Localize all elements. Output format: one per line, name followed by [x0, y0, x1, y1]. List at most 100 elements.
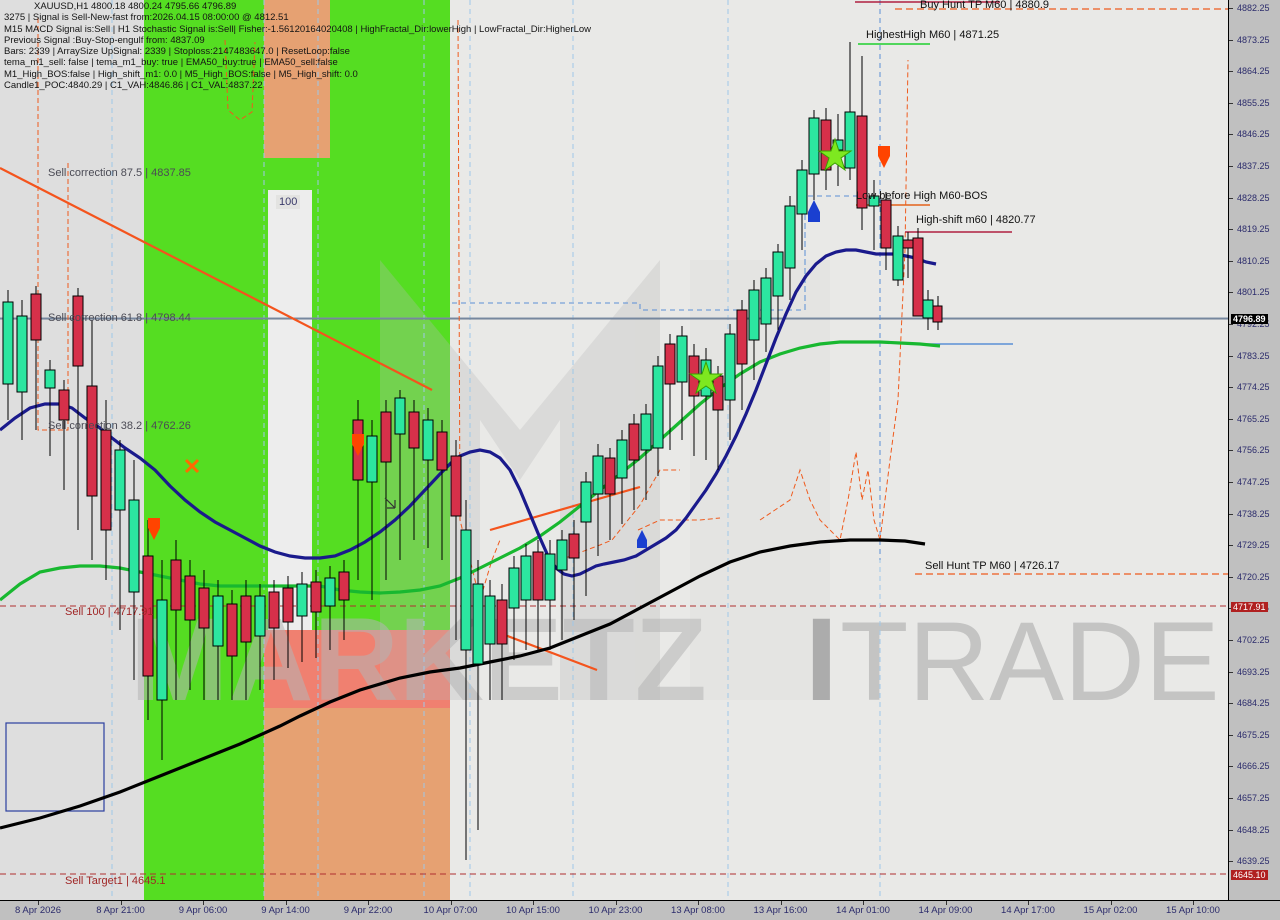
annotation-highest-high: HighestHigh M60 | 4871.25 — [866, 29, 1000, 41]
current-price-label: 4796.89 — [1231, 314, 1268, 324]
time-tick-label: 13 Apr 08:00 — [671, 905, 725, 916]
time-tick — [368, 901, 369, 905]
price-tick-label: 4648.25 — [1237, 824, 1270, 835]
price-tick — [1229, 640, 1233, 641]
price-tick-label: 4756.25 — [1237, 445, 1270, 456]
buy-arrow-up-2 — [637, 530, 647, 548]
price-tick-label: 4801.25 — [1237, 287, 1270, 298]
price-tick — [1229, 39, 1233, 41]
time-tick — [615, 901, 617, 905]
price-tick — [1229, 703, 1233, 705]
price-tick — [1229, 671, 1233, 673]
star-marker-1 — [688, 360, 724, 395]
price-tick-label: 4873.25 — [1237, 34, 1270, 45]
sell-arrow-down-1 — [148, 518, 160, 540]
price-tick-label: 4702.25 — [1237, 635, 1270, 645]
day-separators — [111, 0, 881, 900]
price-tick — [1229, 197, 1233, 199]
time-tick-label: 14 Apr 09:00 — [918, 905, 973, 916]
price-tick-label: 4864.25 — [1237, 66, 1270, 77]
price-axis[interactable]: 4882.25 4873.25 4864.25 4855.25 4846.25 4837.… — [1228, 0, 1280, 900]
price-tick — [1229, 355, 1233, 357]
annotation-sell-corr-875: Sell correction 87.5 | 4837.85 — [48, 167, 191, 179]
chart-plot-area[interactable]: MARKETZ I TRADE — [0, 0, 1228, 900]
price-tick-label: 4657.25 — [1237, 793, 1270, 803]
sell-arrow-down-3 — [878, 146, 890, 168]
price-tick — [1229, 8, 1233, 9]
small-arrow-glyph — [384, 497, 396, 509]
price-tick — [1229, 324, 1233, 325]
header-line-6: M1_High_BOS:false | High_shift_m1: 0.0 |… — [4, 68, 358, 80]
time-axis[interactable]: 8 Apr 2026 8 Apr 21:00 9 Apr 06:00 9 Apr 14… — [0, 900, 1280, 920]
volume-100-label: 100 — [276, 195, 301, 209]
time-tick — [285, 901, 287, 905]
price-tick — [1229, 766, 1233, 768]
header-line-3: Previous Signal :Buy-Stop-engulf from: 4… — [4, 34, 205, 46]
annotation-sell-hunt-tp: Sell Hunt TP M60 | 4726.17 — [925, 560, 1060, 572]
time-tick — [203, 901, 204, 905]
structure-box-blue — [452, 0, 881, 560]
time-tick-label: 10 Apr 23:00 — [588, 905, 643, 916]
cross-marker — [184, 458, 200, 474]
price-tick — [1229, 418, 1233, 420]
header-line-2: M15 MACD Signal is:Sell | H1 Stochastic … — [4, 23, 591, 35]
time-tick-label: 10 Apr 07:00 — [423, 905, 478, 916]
sell-arrow-down-2 — [352, 434, 364, 456]
price-tick-label: 4819.25 — [1237, 224, 1270, 235]
price-tick-label: 4882.25 — [1237, 3, 1270, 13]
zone-green-1 — [144, 0, 264, 900]
time-tick-label: 14 Apr 17:00 — [1001, 905, 1055, 916]
price-tick-label: 4639.25 — [1237, 856, 1270, 867]
price-tick — [1229, 734, 1233, 736]
time-tick-label: 9 Apr 22:00 — [343, 905, 393, 916]
zone-orange-1 — [264, 0, 330, 158]
price-tick-label: 4765.25 — [1237, 413, 1270, 424]
price-tick — [1229, 71, 1233, 73]
price-tick — [1229, 134, 1233, 136]
price-tick-label: 4783.25 — [1237, 350, 1270, 361]
time-tick-label: 15 Apr 10:00 — [1166, 905, 1220, 916]
ema-blue-line — [0, 248, 937, 578]
chart-drawing-layer — [0, 0, 1228, 900]
price-tick — [1229, 450, 1233, 452]
time-tick — [945, 901, 947, 905]
price-tick-label: 4666.25 — [1237, 761, 1270, 772]
time-tick — [780, 901, 782, 905]
time-tick-label: 10 Apr 15:00 — [506, 905, 560, 916]
price-tick-label: 4693.25 — [1237, 666, 1270, 677]
header-line-1: 3275 | Signal is Sell-New-fast from:2026… — [4, 12, 289, 24]
time-tick-label: 14 Apr 01:00 — [836, 905, 890, 916]
zone-red-band — [264, 630, 450, 708]
time-tick-label: 15 Apr 02:00 — [1083, 905, 1138, 916]
time-tick-label: 13 Apr 16:00 — [753, 905, 808, 916]
price-tick — [1229, 102, 1233, 104]
price-tick-label: 4810.25 — [1237, 255, 1270, 266]
time-tick — [863, 901, 864, 905]
time-tick-label: 9 Apr 06:00 — [178, 905, 228, 916]
time-tick — [1028, 901, 1029, 905]
orange-tp-lines — [895, 8, 1228, 575]
zigzag-indicator — [37, 18, 909, 602]
price-tick-label: 4729.25 — [1237, 540, 1270, 551]
time-tick-label: 8 Apr 21:00 — [96, 905, 145, 916]
time-tick-label: 8 Apr 2026 — [15, 905, 61, 916]
info-box-rect — [5, 722, 105, 812]
price-level-4645: 4645.10 — [1231, 870, 1268, 880]
time-tick-label: 9 Apr 14:00 — [261, 905, 310, 916]
chart-info-header: XAUUSD,H1 4800.18 4800.24 4795.66 4796.8… — [4, 1, 591, 91]
star-marker-2 — [817, 137, 853, 172]
price-tick-label: 4738.25 — [1237, 508, 1270, 519]
time-tick — [533, 901, 534, 905]
price-tick-label: 4828.25 — [1237, 192, 1270, 203]
price-tick — [1229, 387, 1233, 389]
annotation-sell-100: Sell 100 | 4717.91 — [65, 606, 154, 618]
header-line-4: Bars: 2339 | ArraySize UpSignal: 2339 | … — [4, 46, 350, 58]
annotation-high-shift-m60: High-shift m60 | 4820.77 — [916, 214, 1036, 226]
time-tick — [450, 901, 452, 905]
header-line-7: Candle1_POC:4840.29 | C1_VAH:4846.86 | C… — [4, 80, 263, 92]
price-tick-label: 4774.25 — [1237, 382, 1270, 393]
candlesticks — [2, 42, 943, 860]
price-tick — [1229, 229, 1233, 231]
price-tick-label: 4855.25 — [1237, 97, 1270, 108]
